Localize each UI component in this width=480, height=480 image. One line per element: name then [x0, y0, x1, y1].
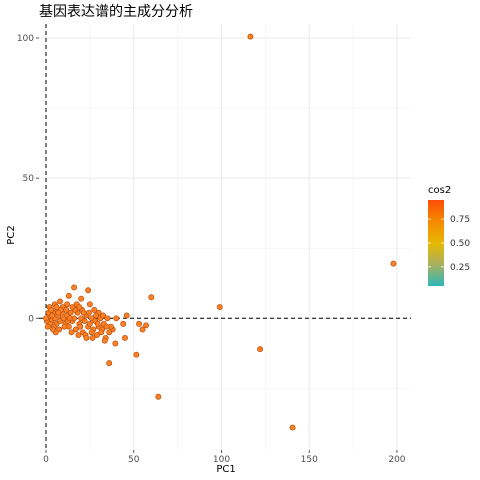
data-point — [106, 329, 113, 336]
data-point — [139, 326, 146, 333]
chart-title: 基因表达谱的主成分分析 — [39, 3, 193, 20]
data-point — [68, 329, 75, 336]
y-tick-label: 100 — [17, 34, 34, 44]
data-point — [83, 334, 90, 341]
data-point — [247, 33, 254, 40]
x-tick-label: 0 — [43, 455, 49, 465]
points — [43, 33, 397, 431]
data-point — [78, 295, 85, 302]
data-point — [80, 309, 87, 316]
data-point — [43, 315, 49, 322]
data-point — [71, 284, 78, 291]
data-point — [85, 287, 92, 294]
legend-tick-label: 0.25 — [450, 263, 470, 273]
data-point — [55, 309, 62, 316]
data-point — [148, 294, 155, 301]
data-point — [133, 351, 140, 358]
legend: cos2 0.25 0.50 0.75 — [428, 185, 470, 286]
data-point — [155, 393, 162, 400]
data-point — [136, 320, 142, 327]
data-point — [69, 304, 76, 311]
data-point — [50, 326, 56, 333]
data-point — [76, 304, 83, 311]
data-point — [120, 320, 127, 327]
data-point — [57, 298, 64, 305]
data-point — [65, 292, 72, 299]
data-point — [72, 326, 79, 333]
x-axis-label: PC1 — [216, 464, 235, 475]
data-point — [104, 315, 111, 322]
data-point — [89, 334, 96, 341]
data-point — [49, 312, 56, 319]
data-point — [390, 260, 397, 267]
y-tick-label: 50 — [23, 174, 35, 184]
data-point — [101, 337, 108, 344]
data-point — [98, 329, 105, 336]
y-tick-label: 0 — [28, 314, 34, 324]
x-tick-label: 100 — [213, 455, 230, 465]
data-point — [44, 323, 51, 330]
data-point — [63, 306, 70, 313]
data-point — [94, 320, 101, 327]
data-point — [88, 329, 95, 336]
data-point — [66, 315, 73, 322]
colorbar — [428, 200, 444, 286]
grid — [39, 24, 411, 450]
x-tick-label: 50 — [128, 455, 140, 465]
data-point — [53, 304, 60, 311]
data-point — [81, 318, 88, 325]
x-tick-label: 150 — [301, 455, 318, 465]
data-point — [106, 360, 113, 367]
data-point — [77, 323, 84, 330]
data-point — [64, 301, 71, 308]
data-point — [75, 332, 82, 339]
legend-title: cos2 — [428, 185, 451, 196]
data-point — [67, 309, 74, 316]
data-point — [93, 312, 99, 319]
reference-lines — [39, 24, 411, 450]
data-point — [86, 320, 93, 327]
data-point — [216, 304, 223, 311]
data-point — [123, 312, 130, 319]
legend-tick-label: 0.50 — [450, 239, 470, 249]
data-point — [113, 315, 120, 322]
legend-ticks: 0.25 0.50 0.75 — [428, 215, 470, 273]
data-point — [91, 306, 98, 313]
data-point — [112, 340, 119, 347]
x-axis: 0 50 100 150 200 — [43, 450, 406, 465]
data-point — [93, 332, 100, 339]
data-point — [86, 309, 92, 316]
data-point — [143, 322, 149, 329]
data-point — [61, 323, 68, 330]
legend-tick-label: 0.75 — [450, 215, 470, 225]
y-axis-label: PC2 — [6, 225, 17, 244]
x-tick-label: 200 — [388, 455, 405, 465]
data-point — [103, 323, 110, 330]
data-point — [257, 346, 264, 353]
data-point — [48, 306, 55, 313]
y-axis: 0 50 100 — [17, 34, 39, 324]
data-point — [86, 301, 93, 308]
data-point — [289, 424, 296, 431]
data-point — [100, 312, 106, 319]
data-point — [122, 334, 128, 341]
